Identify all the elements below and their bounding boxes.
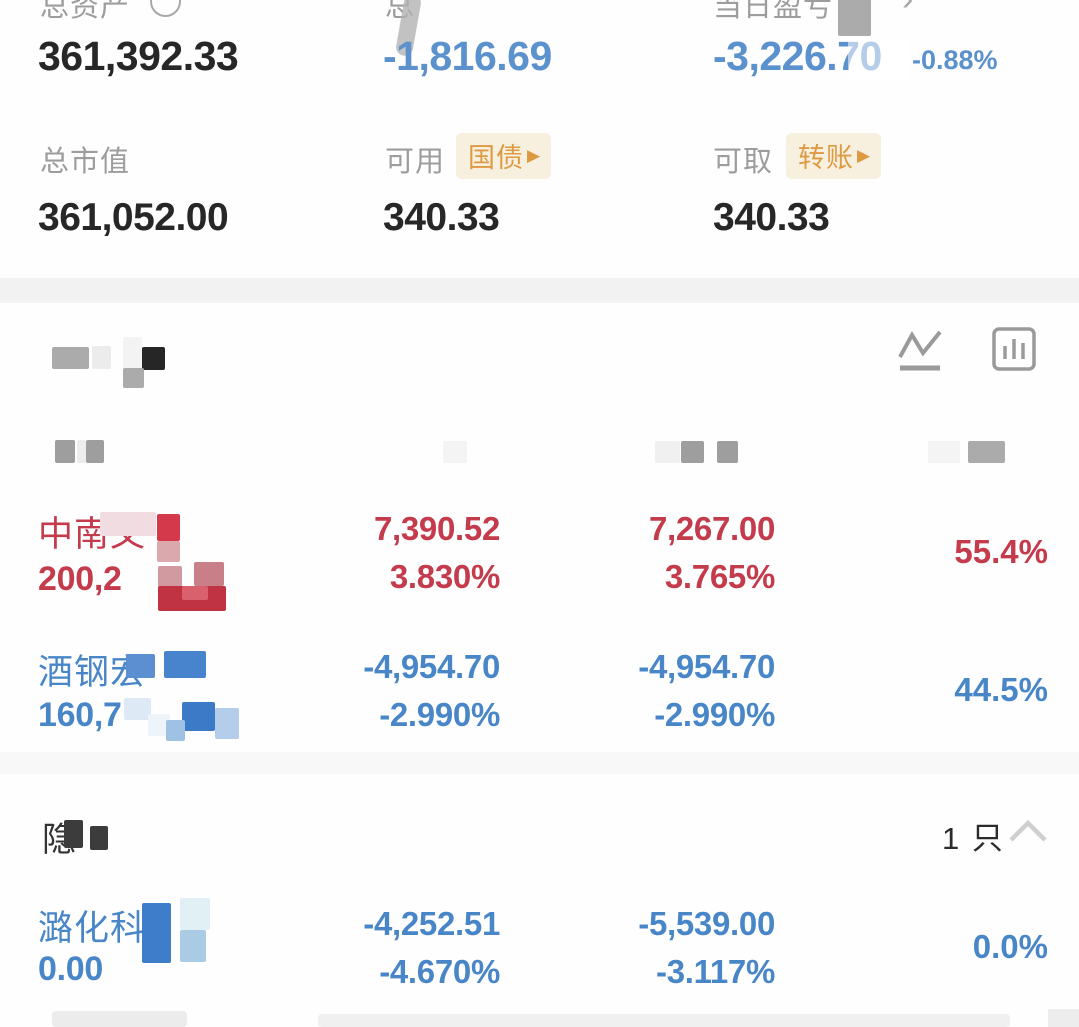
mosaic-block (717, 441, 738, 463)
position-pnl: -4,252.51 (363, 905, 500, 942)
mosaic-block (123, 368, 144, 388)
mosaic-block (164, 651, 206, 678)
mosaic-block (180, 898, 210, 930)
mosaic-block (55, 440, 75, 463)
blur-overlay (848, 38, 910, 80)
daily-pnl-arrow-icon[interactable]: › (902, 0, 914, 19)
bottom-band (52, 1011, 187, 1027)
mosaic-block (194, 562, 224, 586)
badge-arrow-icon: ▶ (857, 145, 872, 165)
position-pnl-pct: -2.990% (379, 696, 500, 733)
censor-block (838, 0, 871, 36)
mosaic-block (142, 347, 165, 370)
mosaic-block (123, 337, 142, 368)
stock-shares: 0.00 (38, 950, 103, 988)
available-label: 可用 (385, 146, 446, 178)
daily-pnl: 7,267.00 (648, 510, 775, 547)
mosaic-block (92, 346, 111, 369)
table-row[interactable]: 潞化科 0.00 -4,252.51 -4.670% -5,539.00 -3.… (0, 892, 1079, 1017)
mosaic-block (182, 702, 215, 731)
bottom-band (1048, 1009, 1079, 1027)
withdrawable-value: 340.33 (713, 196, 830, 239)
hidden-count: 1 只 (942, 821, 1005, 856)
total-pnl-value: -1,816.69 (383, 33, 552, 79)
daily-pnl-pct: -2.990% (654, 696, 775, 733)
daily-pnl: -4,954.70 (638, 648, 775, 685)
daily-pnl-pct: -3.117% (656, 953, 775, 990)
mosaic-block (158, 566, 182, 588)
section-divider (0, 278, 1079, 303)
mosaic-block (77, 440, 86, 463)
market-value-label: 总市值 (40, 146, 131, 178)
table-row[interactable]: 中南文 200,2 7,390.52 3.830% 7,267.00 3.765… (0, 498, 1079, 623)
total-assets-label: 总资产 (40, 0, 131, 23)
mosaic-block (124, 698, 151, 720)
position-pnl: 7,390.52 (373, 510, 500, 547)
treasury-bond-badge[interactable]: 国债 ▶ (456, 133, 552, 179)
hidden-section-header[interactable]: 隐 1 只 (0, 805, 1079, 860)
bottom-band (318, 1014, 1010, 1027)
section-divider (0, 752, 1079, 774)
mosaic-block (142, 903, 171, 963)
mosaic-block (157, 514, 180, 541)
available-value: 340.33 (383, 196, 500, 239)
position-pnl-pct: 3.830% (389, 558, 500, 595)
mosaic-block (52, 347, 89, 369)
transfer-badge-label: 转账 (798, 143, 854, 173)
mosaic-block (681, 441, 704, 463)
position-weight: 44.5% (954, 671, 1048, 708)
collapse-chevron-icon[interactable] (1008, 819, 1048, 843)
position-pnl: -4,954.70 (363, 648, 500, 685)
position-pnl-pct: -4.670% (379, 953, 500, 990)
market-value: 361,052.00 (38, 196, 229, 239)
mosaic-block (443, 441, 467, 463)
position-weight: 0.0% (972, 928, 1048, 965)
daily-pnl-label: 当日盈亏 (713, 0, 834, 23)
eye-icon[interactable] (150, 0, 181, 17)
mosaic-block (64, 820, 83, 848)
mosaic-block (180, 930, 206, 962)
mosaic-block (148, 714, 170, 736)
daily-pnl: -5,539.00 (638, 905, 775, 942)
total-assets-value: 361,392.33 (38, 33, 239, 79)
position-weight: 55.4% (954, 533, 1048, 570)
daily-pnl-percent: -0.88% (912, 45, 998, 75)
badge-arrow-icon: ▶ (527, 145, 542, 165)
line-chart-icon[interactable] (896, 327, 944, 373)
mosaic-block (90, 826, 108, 850)
bar-chart-icon[interactable] (992, 327, 1036, 371)
stock-shares: 200,2 (38, 560, 122, 598)
mosaic-block (86, 440, 104, 463)
treasury-bond-badge-label: 国债 (468, 143, 524, 173)
stock-name: 潞化科 (38, 909, 147, 948)
withdrawable-label: 可取 (713, 146, 774, 178)
mosaic-block (100, 512, 156, 536)
table-row[interactable]: 酒钢宏 160,7 -4,954.70 -2.990% -4,954.70 -2… (0, 636, 1079, 761)
transfer-badge[interactable]: 转账 ▶ (786, 133, 882, 179)
mosaic-block (215, 708, 239, 739)
mosaic-block (126, 654, 155, 678)
mosaic-block (166, 720, 185, 741)
daily-pnl-pct: 3.765% (664, 558, 775, 595)
mosaic-block (182, 586, 208, 600)
mosaic-block (655, 441, 680, 463)
mosaic-block (928, 441, 960, 463)
mosaic-block (157, 541, 180, 562)
mosaic-block (968, 441, 1005, 463)
stock-shares: 160,7 (38, 696, 122, 734)
